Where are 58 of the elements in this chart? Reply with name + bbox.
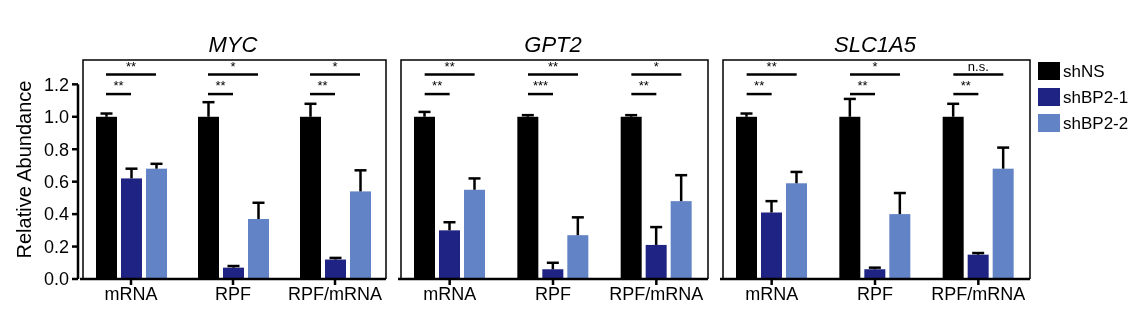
y-tick-label: 0.8 [43,139,69,160]
bar [350,191,371,279]
bar [439,230,460,279]
annotation: ** [638,78,649,94]
bar [325,259,346,279]
annotation: * [653,58,659,74]
x-tick-label: RPF [215,283,251,304]
annotation: ** [317,78,328,94]
x-tick-label: mRNA [745,283,799,304]
chart-title: GPT2 [524,32,582,57]
bar [992,168,1014,279]
x-tick-label: RPF/mRNA [288,283,382,304]
bar [761,212,782,279]
annotation: ** [125,58,137,74]
y-axis-title: Relative Abundance [13,80,35,259]
y-tick-label: 1.2 [43,74,69,95]
y-tick-label: 0.0 [43,269,69,290]
chart-title: SLC1A5 [834,32,917,57]
x-tick-label: mRNA [423,283,477,304]
annotation: ** [432,78,443,94]
bar [464,189,485,279]
bar [889,214,911,279]
x-tick-label: RPF/mRNA [931,283,1026,304]
x-tick-label: RPF/mRNA [609,283,704,304]
bar [567,235,589,279]
legend-label: shBP2-1 [1063,87,1129,107]
annotation: ** [113,78,124,94]
chart-title: MYC [208,32,258,57]
legend-label: shBP2-2 [1063,113,1129,133]
x-tick-label: RPF [857,283,893,304]
annotation: ** [766,58,777,74]
annotation: n.s. [967,58,989,74]
annotation: ** [857,78,868,94]
x-tick-label: RPF [535,283,571,304]
bar [121,178,142,279]
bar [967,254,989,279]
annotation: ** [547,58,559,74]
bar [864,269,886,279]
annotation: ** [960,78,971,94]
bar [248,218,269,279]
bar [670,201,692,279]
bar [542,269,564,279]
legend-label: shNS [1063,61,1105,81]
y-tick-label: 0.4 [43,204,69,225]
annotation: *** [532,78,549,94]
annotation: * [872,58,878,74]
bar [146,168,167,279]
annotation: ** [444,58,455,74]
annotation: ** [215,78,226,94]
y-tick-label: 0.2 [43,236,69,257]
annotation: * [230,58,236,74]
bar [645,244,667,279]
annotation: ** [754,78,765,94]
x-tick-label: mRNA [104,283,158,304]
annotation: * [332,58,338,74]
bar [786,183,807,279]
y-tick-label: 0.6 [43,171,69,192]
y-tick-label: 1.0 [43,107,69,128]
